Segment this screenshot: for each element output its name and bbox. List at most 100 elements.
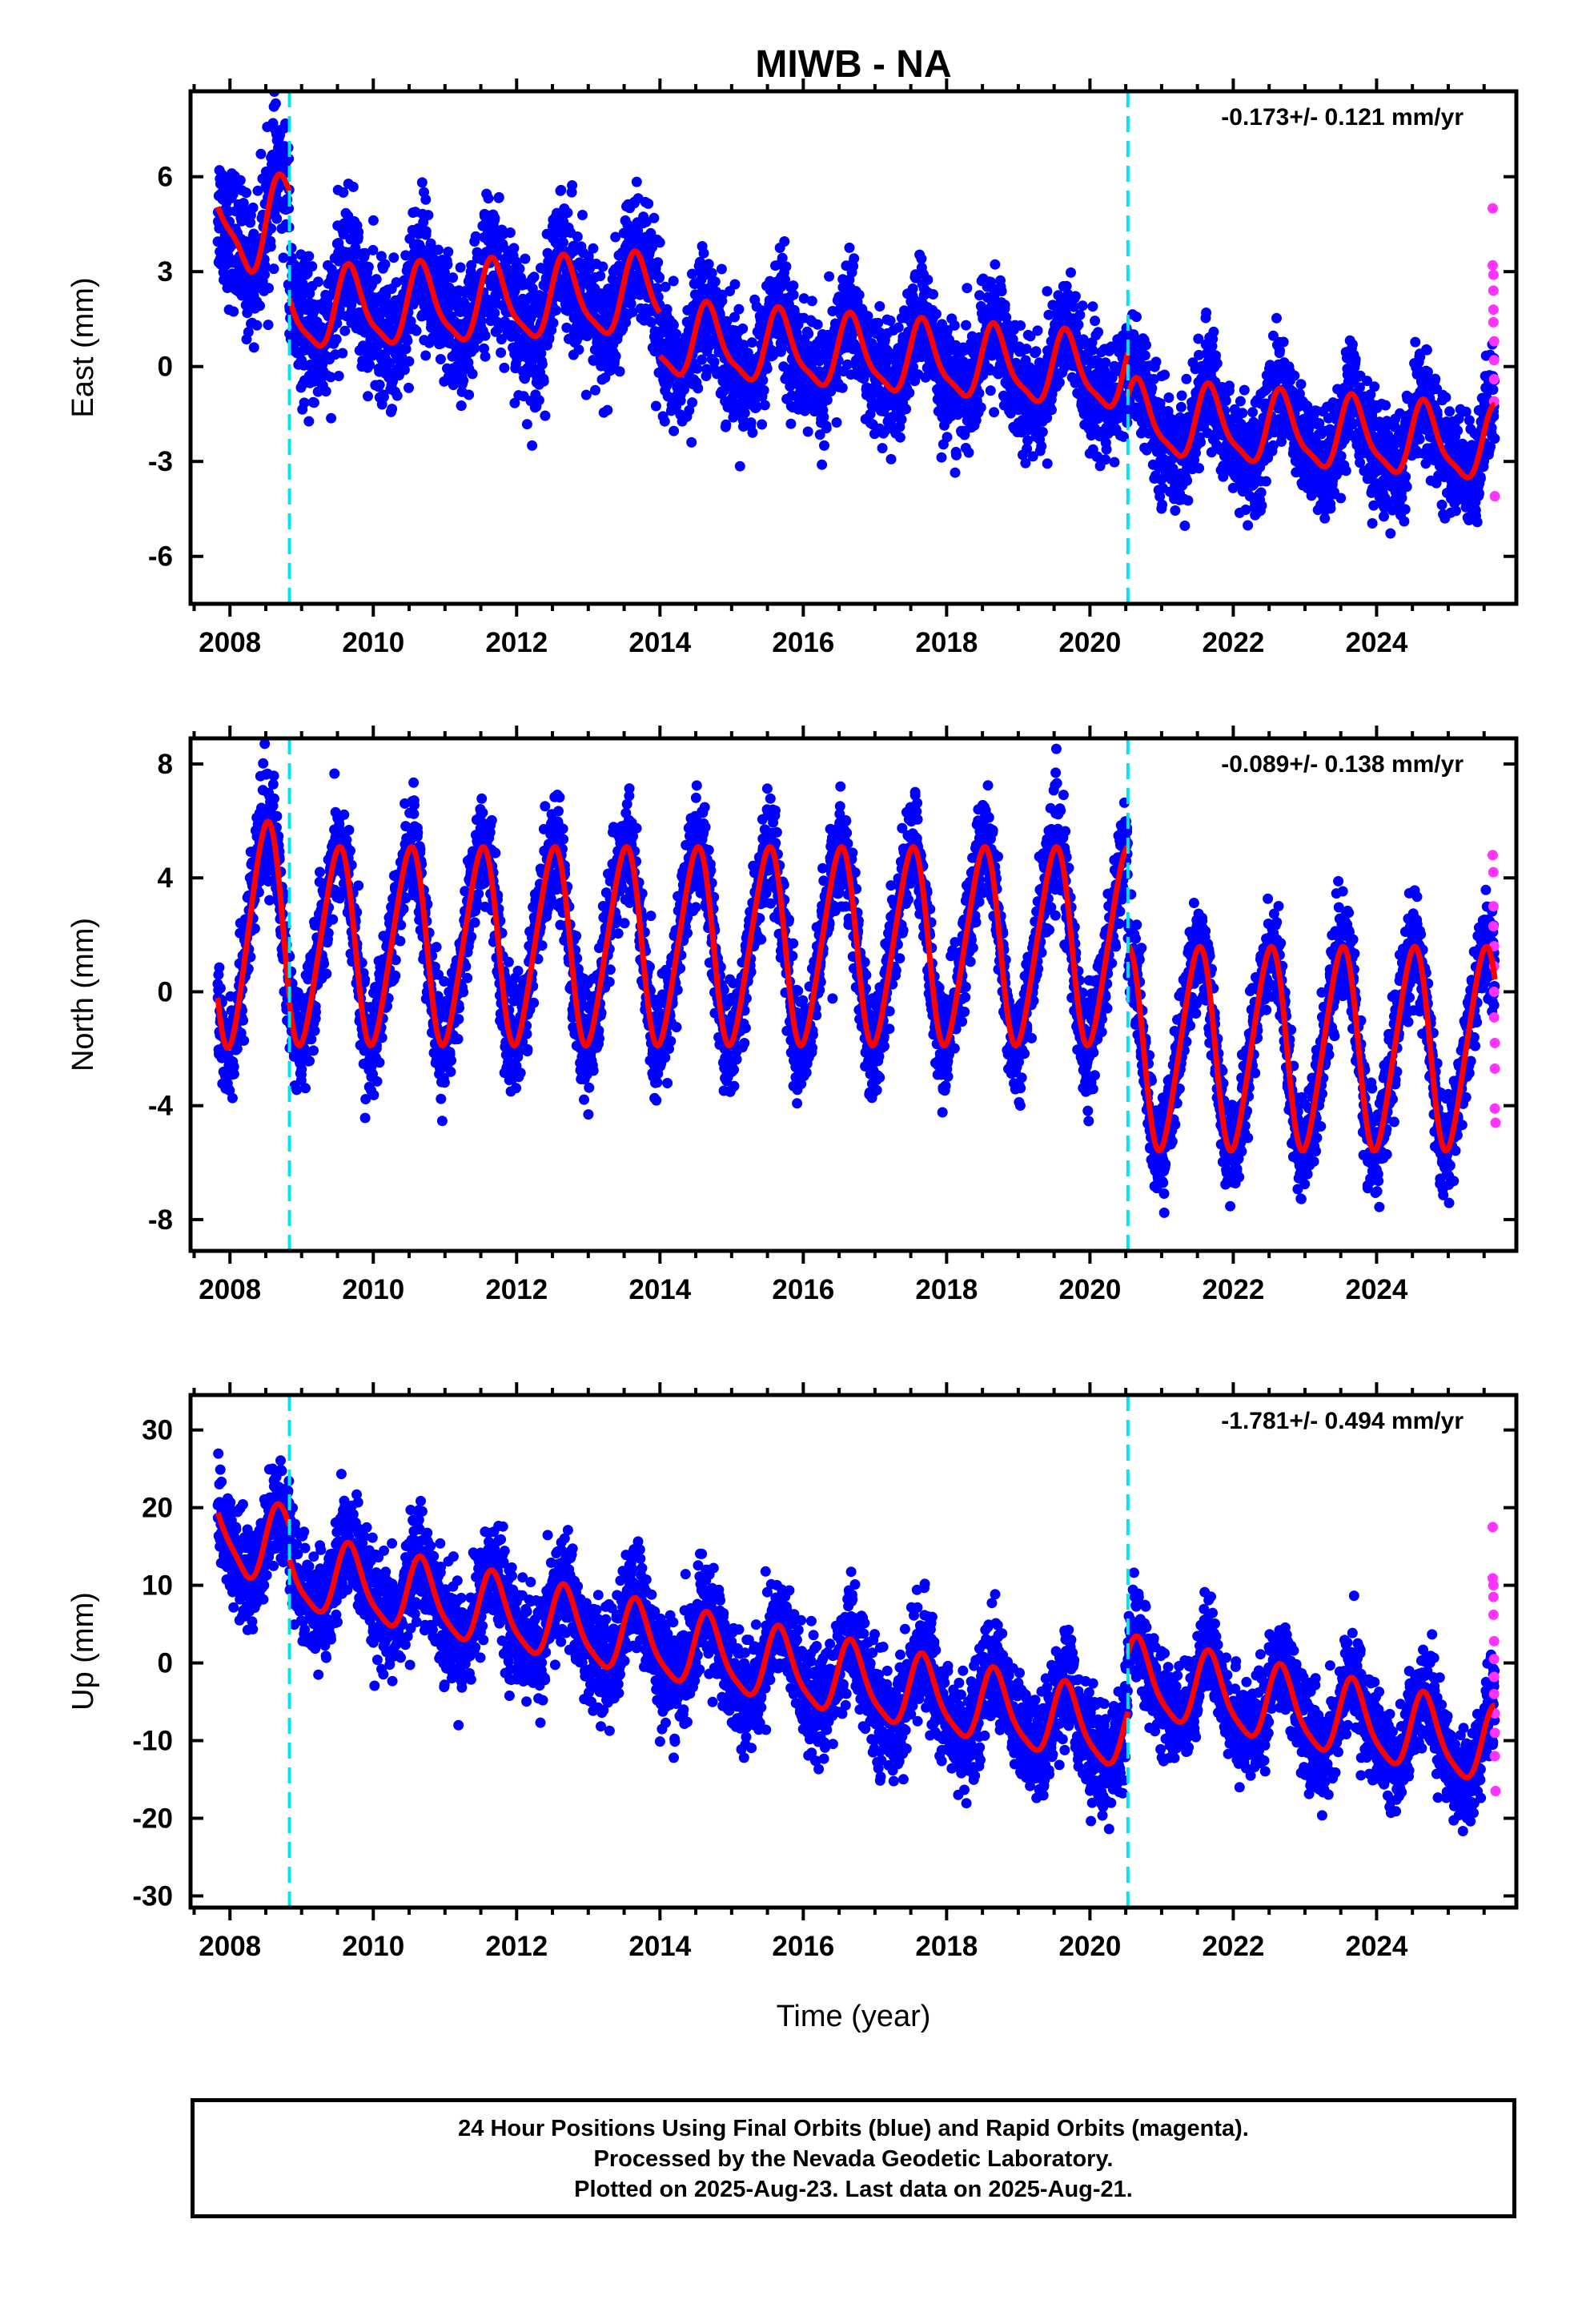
final-orbit-point xyxy=(241,187,251,199)
final-orbit-point xyxy=(963,447,974,458)
final-orbit-point xyxy=(1037,426,1048,437)
final-orbit-point xyxy=(930,308,942,320)
final-orbit-point xyxy=(299,397,310,408)
final-orbit-point xyxy=(353,227,364,238)
final-orbit-point xyxy=(367,215,379,226)
final-orbit-point xyxy=(489,308,500,319)
final-orbit-point xyxy=(654,237,665,248)
final-orbit-point xyxy=(1101,444,1112,455)
final-orbit-point xyxy=(363,261,374,272)
final-orbit-point xyxy=(387,404,398,415)
final-orbit-point xyxy=(399,364,410,376)
final-orbit-point xyxy=(936,452,947,463)
final-orbit-point xyxy=(985,385,996,396)
final-orbit-point xyxy=(1194,463,1205,474)
final-orbit-point xyxy=(709,276,721,287)
final-orbit-point xyxy=(974,388,985,399)
final-orbit-point xyxy=(643,198,654,209)
final-orbit-point xyxy=(374,380,385,390)
final-orbit-point xyxy=(562,207,573,219)
final-orbit-point xyxy=(745,417,757,428)
final-orbit-point xyxy=(806,296,817,307)
final-orbit-point xyxy=(1159,369,1170,380)
final-orbit-point xyxy=(420,226,432,237)
final-orbit-point xyxy=(1195,436,1207,448)
final-orbit-point xyxy=(669,425,680,436)
final-orbit-point xyxy=(480,330,491,341)
final-orbit-point xyxy=(312,276,323,287)
final-orbit-point xyxy=(1176,390,1187,401)
final-orbit-point xyxy=(1074,309,1086,320)
final-orbit-point xyxy=(757,419,768,430)
final-orbit-point xyxy=(247,202,259,213)
final-orbit-point xyxy=(255,300,265,312)
final-orbit-point xyxy=(590,384,600,396)
final-orbit-point xyxy=(659,416,670,427)
final-orbit-point xyxy=(326,412,337,424)
final-orbit-point xyxy=(922,274,934,285)
final-orbit-point xyxy=(949,320,960,331)
final-orbit-point xyxy=(614,366,625,377)
final-orbit-point xyxy=(803,328,814,340)
final-orbit-point xyxy=(268,263,279,275)
final-orbit-point xyxy=(1073,320,1084,330)
final-orbit-point xyxy=(504,227,516,238)
final-orbit-point xyxy=(548,317,559,328)
final-orbit-point xyxy=(466,259,477,271)
final-orbit-point xyxy=(573,344,584,356)
final-orbit-point xyxy=(307,261,318,272)
final-orbit-point xyxy=(1181,373,1192,384)
final-orbit-point xyxy=(238,198,249,208)
final-orbit-point xyxy=(400,344,412,355)
final-orbit-point xyxy=(1163,392,1174,403)
final-orbit-point xyxy=(1271,312,1282,324)
final-orbit-point xyxy=(350,243,361,253)
final-orbit-point xyxy=(458,375,469,386)
final-orbit-point xyxy=(228,306,239,317)
final-orbit-point xyxy=(448,272,459,283)
final-orbit-point xyxy=(646,316,657,328)
final-orbit-point xyxy=(942,432,953,443)
final-orbit-point xyxy=(433,244,444,255)
final-orbit-point xyxy=(489,212,500,223)
final-orbit-point xyxy=(277,78,287,89)
final-orbit-point xyxy=(747,427,758,438)
final-orbit-point xyxy=(1255,487,1267,498)
final-orbit-point xyxy=(363,391,373,402)
final-orbit-point xyxy=(255,148,267,159)
final-orbit-point xyxy=(812,319,823,330)
final-orbit-point xyxy=(1256,500,1267,511)
final-orbit-point xyxy=(367,244,379,255)
final-orbit-point xyxy=(405,316,416,327)
final-orbit-point xyxy=(388,252,400,263)
final-orbit-point xyxy=(1087,344,1098,356)
final-orbit-point xyxy=(483,193,494,204)
final-orbit-point xyxy=(907,283,918,294)
final-orbit-point xyxy=(1109,456,1120,468)
final-orbit-point xyxy=(1015,320,1026,331)
final-orbit-point xyxy=(572,231,583,242)
final-orbit-point xyxy=(1054,377,1065,388)
final-orbit-point xyxy=(540,410,551,421)
final-orbit-point xyxy=(402,336,413,346)
final-orbit-point xyxy=(817,459,828,470)
final-orbit-point xyxy=(610,351,621,362)
final-orbit-point xyxy=(849,253,860,264)
final-orbit-point xyxy=(527,440,538,451)
final-orbit-point xyxy=(818,412,829,423)
final-orbit-point xyxy=(1240,505,1251,515)
final-orbit-point xyxy=(961,320,972,331)
final-orbit-point xyxy=(950,467,961,478)
final-orbit-point xyxy=(456,400,467,411)
final-orbit-point xyxy=(781,261,792,272)
final-orbit-point xyxy=(243,327,254,338)
final-orbit-point xyxy=(648,212,660,223)
final-orbit-point xyxy=(464,389,475,400)
final-orbit-point xyxy=(1182,475,1193,486)
final-orbit-point xyxy=(528,271,540,283)
final-orbit-point xyxy=(901,404,912,415)
final-orbit-point xyxy=(499,362,510,373)
final-orbit-point xyxy=(597,261,608,272)
final-orbit-point xyxy=(1278,336,1289,348)
